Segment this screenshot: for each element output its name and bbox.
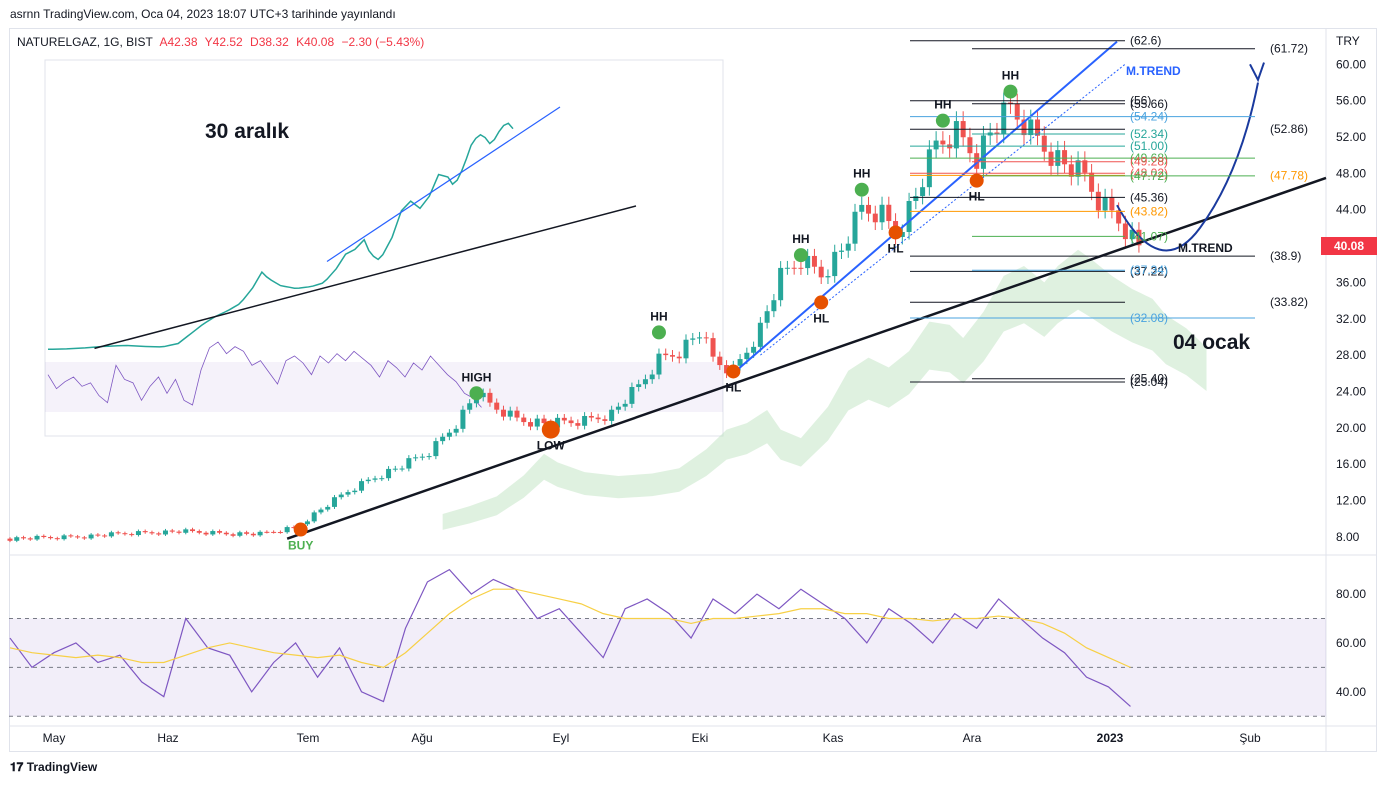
symbol-legend: NATURELGAZ, 1G, BIST A42.38 Y42.52 D38.3… (17, 35, 428, 49)
legend-open: A42.38 (159, 35, 198, 49)
legend-high: Y42.52 (204, 35, 243, 49)
legend-change: −2.30 (−5.43%) (341, 35, 425, 49)
tradingview-logo-icon: 𝟏𝟕 (10, 760, 24, 774)
legend-close: K40.08 (296, 35, 335, 49)
symbol-name[interactable]: NATURELGAZ, 1G, BIST (17, 35, 153, 49)
chart-frame[interactable] (9, 28, 1377, 752)
publish-line: asrnn TradingView.com, Oca 04, 2023 18:0… (0, 0, 1386, 28)
publish-text: asrnn TradingView.com, Oca 04, 2023 18:0… (10, 7, 396, 21)
tradingview-brand[interactable]: 𝟏𝟕 TradingView (10, 760, 97, 775)
tradingview-wordmark: TradingView (26, 760, 98, 774)
legend-low: D38.32 (250, 35, 289, 49)
